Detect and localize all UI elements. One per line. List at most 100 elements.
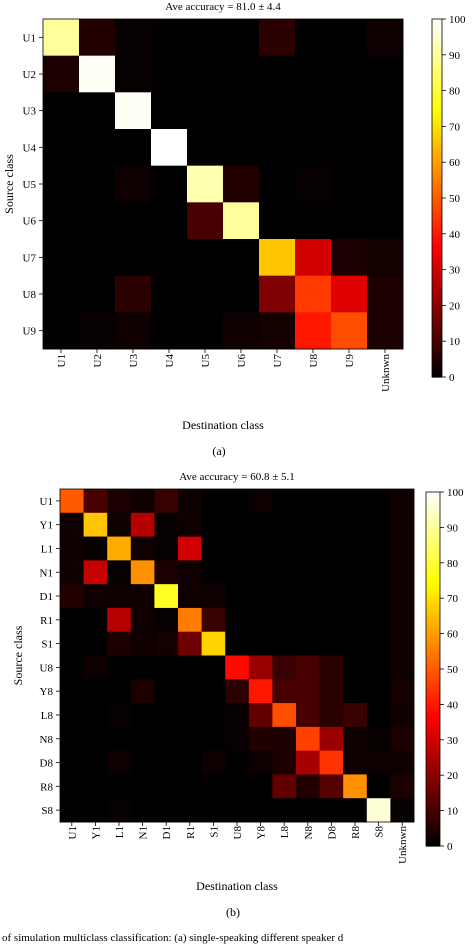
heatmap-cell [187,202,224,240]
heatmap-cell [43,55,80,93]
heatmap-cell [60,679,84,704]
heatmap-cell [151,55,188,93]
heatmap-cell [366,655,391,680]
heatmap-cell [319,703,344,728]
heatmap-cell [154,512,179,537]
colorbar-segment [432,240,442,246]
heatmap-cell [272,679,297,704]
heatmap-cell [225,512,250,537]
x-tick-label: U4 [164,354,176,368]
colorbar-tick-label: 70 [449,121,461,133]
y-axis-label: Source class [11,625,25,685]
heatmap-cell [272,512,297,537]
colorbar-segment [426,566,440,571]
heatmap-cell [390,489,415,514]
colorbar-segment [426,605,440,610]
heatmap-cell [151,239,188,277]
heatmap-cell [225,607,250,633]
y-tick-label: L8 [41,710,54,722]
colorbar-segment [432,165,442,170]
heatmap-cell [115,239,152,277]
heatmap-cell [178,631,202,656]
colorbar-segment [432,180,442,185]
figure-caption: of simulation multiclass classification:… [2,932,344,944]
colorbar-segment [426,647,440,652]
heatmap-cell [130,584,155,609]
heatmap-cell [295,165,332,203]
colorbar-segment [426,552,440,557]
heatmap-cell [178,607,202,633]
colorbar-tick-label: 20 [449,300,461,312]
heatmap-cell [259,129,296,167]
heatmap-cell [43,239,80,277]
heatmap-cell [115,275,152,313]
heatmap-cell [366,774,391,799]
heatmap-cell [130,679,155,704]
heatmap-cell [248,560,273,585]
heatmap-cell [154,774,179,799]
colorbar-segment [426,679,440,684]
heatmap-cell [367,202,404,240]
heatmap-cell [83,584,108,609]
colorbar-segment [426,782,440,787]
heatmap-cell [79,165,116,203]
colorbar-tick-label: 50 [449,193,461,205]
heatmap-cell [296,679,320,704]
colorbar-segment [432,273,442,278]
heatmap-cell [296,774,320,799]
colorbar-tick-label: 10 [447,806,459,818]
x-tick-label: D8 [326,826,338,840]
heatmap-cell [60,607,84,633]
colorbar-segment [426,810,440,815]
heatmap-cell [201,584,226,609]
colorbar-segment [432,22,442,27]
colorbar-segment [432,26,442,31]
heatmap-cell [154,703,179,728]
heatmap-cell [367,275,404,313]
colorbar-segment [432,183,442,188]
colorbar-segment [432,366,442,371]
x-tick-label: R8 [350,826,362,839]
heatmap-cell [201,560,226,585]
colorbar-segment [432,198,442,203]
colorbar-segment [432,266,442,271]
colorbar-segment [432,348,442,353]
x-tick-label: U9 [344,354,356,368]
panel-label: (b) [226,905,240,919]
colorbar-segment [432,262,442,267]
x-tick-label: U3 [128,354,140,368]
heatmap-cell [43,165,80,203]
heatmap-cell [248,798,273,823]
colorbar-tick-label: 40 [449,229,461,241]
colorbar-segment [426,821,440,826]
colorbar-segment [432,287,442,292]
colorbar-segment [432,155,442,160]
heatmap-cell [83,631,108,656]
heatmap-cell [390,750,415,775]
heatmap-cell [319,536,344,561]
colorbar-segment [426,789,440,794]
colorbar-segment [426,598,440,603]
colorbar-tick-label: 30 [447,735,459,747]
colorbar-segment [426,601,440,606]
colorbar-segment [432,301,442,306]
heatmap-cell [343,512,368,537]
heatmap-cell [151,129,188,167]
colorbar: 0 10 20 30 40 50 60 70 80 90 100 [425,487,464,853]
colorbar-segment [432,176,442,181]
heatmap-cell [178,489,202,514]
colorbar-segment [432,205,442,210]
heatmap-cell [178,703,202,728]
heatmap-cell [43,129,80,167]
heatmap-cell [60,750,84,775]
heatmap-cell [366,512,391,537]
heatmap-cell [107,679,132,704]
colorbar-segment [426,499,440,504]
y-tick-label: U6 [23,216,37,228]
heatmap-cell [178,536,202,561]
colorbar-segment [426,707,440,713]
colorbar-segment [426,676,440,681]
heatmap-cell [151,275,188,313]
colorbar-segment [426,775,440,780]
heatmap-cell [187,55,224,93]
